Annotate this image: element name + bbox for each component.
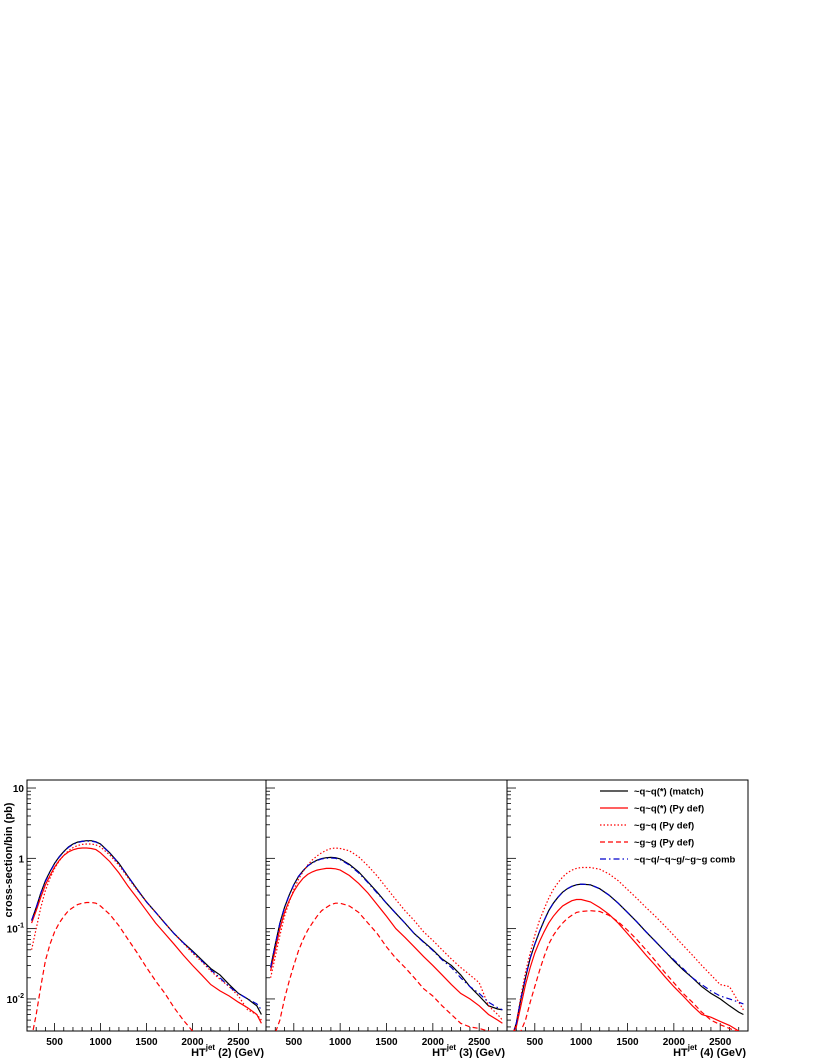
legend-entry: ~q~q/~q~g/~g~g comb [600, 855, 736, 866]
x-tick-label: 1500 [616, 1037, 639, 1048]
legend-entry: ~g~q (Py def) [600, 821, 694, 832]
x-tick-label: 1000 [89, 1037, 112, 1048]
legend-label: ~g~q (Py def) [634, 821, 694, 832]
legend: ~q~q(*) (match) ~q~q(*) (Py def) ~g~q (Py … [600, 787, 736, 866]
series-line [513, 883, 744, 1031]
x-axis-title: HTjet (2) (GeV) [191, 1043, 264, 1058]
series-line [513, 866, 744, 1031]
legend-label: ~q~q(*) (Py def) [634, 804, 704, 815]
x-tick-label: 2500 [709, 1037, 732, 1048]
x-tick-label: 500 [285, 1037, 302, 1048]
series-line [513, 898, 740, 1031]
x-tick-label: 1000 [570, 1037, 593, 1048]
y-tick-label: 10-1 [7, 923, 24, 936]
x-tick-label: 2000 [422, 1037, 445, 1048]
plot-frame [26, 779, 267, 1032]
legend-label: ~q~q(*) (match) [634, 787, 704, 798]
x-tick-label: 500 [46, 1037, 63, 1048]
series-line [31, 843, 262, 1021]
legend-entry: ~g~g (Py def) [600, 838, 694, 849]
x-tick-label: 1000 [329, 1037, 352, 1048]
series-line [275, 902, 491, 1031]
y-tick-label: 1 [18, 854, 24, 865]
series-line [270, 847, 503, 1021]
x-tick-label: 1500 [135, 1037, 158, 1048]
series-line [32, 901, 194, 1031]
x-axis-title: HTjet (4) (GeV) [673, 1043, 746, 1058]
series-line [270, 867, 503, 1024]
panels: 500 1000 1500 2000 2500 10-2 10-1 1 10 HTjet (2) … [7, 779, 749, 1058]
y-tick-label: 10 [13, 784, 25, 795]
series-line [31, 847, 262, 1024]
x-axis-title: HTjet (3) (GeV) [432, 1043, 505, 1058]
series-line [31, 840, 262, 1011]
legend-label: ~q~q/~q~g/~g~g comb [634, 855, 736, 866]
x-tick-label: 1500 [375, 1037, 398, 1048]
legend-label: ~g~g (Py def) [634, 838, 694, 849]
legend-entry: ~q~q(*) (match) [600, 787, 704, 798]
series-line [31, 840, 262, 1015]
y-axis-title: cross-section/bin (pb) [3, 802, 15, 917]
plot-frame [265, 779, 508, 1032]
y-tick-label: 10-2 [7, 993, 24, 1006]
x-tick-label: 2000 [181, 1037, 204, 1048]
series-line [270, 857, 503, 1011]
x-tick-label: 2500 [468, 1037, 491, 1048]
series-line [520, 910, 738, 1031]
panel-1: 500 1000 1500 2000 2500 10-2 10-1 1 10 HTjet (2) … [7, 779, 267, 1058]
x-tick-label: 2500 [227, 1037, 250, 1048]
series-line [270, 856, 503, 1011]
x-tick-label: 500 [526, 1037, 543, 1048]
series-line [513, 883, 744, 1031]
x-tick-label: 2000 [663, 1037, 686, 1048]
legend-entry: ~q~q(*) (Py def) [600, 804, 704, 815]
